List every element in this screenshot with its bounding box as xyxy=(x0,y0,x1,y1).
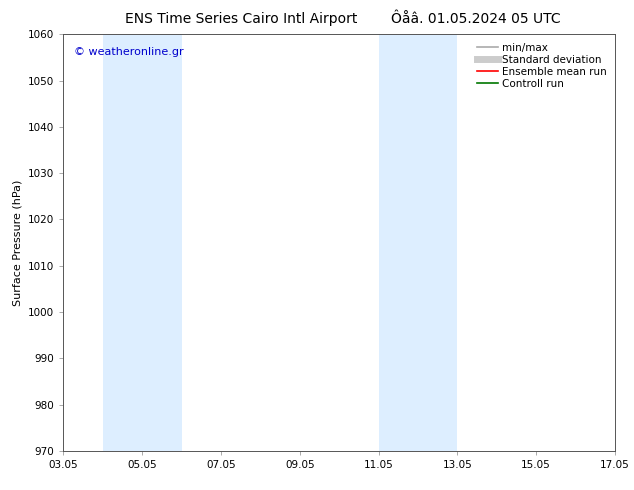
Legend: min/max, Standard deviation, Ensemble mean run, Controll run: min/max, Standard deviation, Ensemble me… xyxy=(474,40,610,92)
Text: © weatheronline.gr: © weatheronline.gr xyxy=(74,47,184,57)
Y-axis label: Surface Pressure (hPa): Surface Pressure (hPa) xyxy=(13,179,23,306)
Bar xyxy=(378,34,457,451)
Text: Ôåâ. 01.05.2024 05 UTC: Ôåâ. 01.05.2024 05 UTC xyxy=(391,12,560,26)
Bar xyxy=(103,34,181,451)
Text: ENS Time Series Cairo Intl Airport: ENS Time Series Cairo Intl Airport xyxy=(125,12,357,26)
